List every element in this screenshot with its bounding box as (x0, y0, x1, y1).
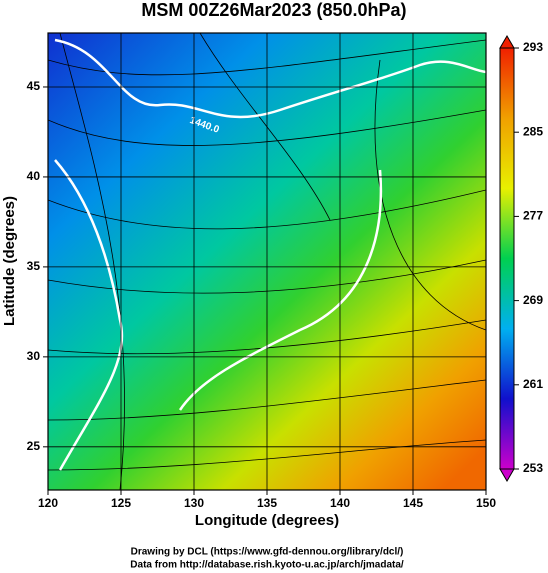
y-tick-label: 40 (27, 169, 41, 183)
streamlines (48, 33, 486, 490)
x-tick-label: 130 (184, 496, 204, 510)
x-tick-label: 125 (111, 496, 131, 510)
colorbar (499, 47, 515, 470)
x-tick-label: 145 (403, 496, 423, 510)
y-tick-label: 45 (27, 79, 41, 93)
colorbar-tick-label: 285 (523, 124, 543, 138)
y-axis-label: Latitude (degrees) (1, 196, 18, 326)
colorbar-tick-label: 261 (523, 377, 543, 391)
footer: Drawing by DCL (https://www.gfd-dennou.o… (131, 547, 404, 558)
x-axis-label: Longitude (degrees) (195, 512, 339, 529)
x-tick-label: 135 (257, 496, 277, 510)
colorbar-tick-label: 277 (523, 209, 543, 223)
colorbar-tick-label: 269 (523, 293, 543, 307)
colorbar-extend (499, 468, 515, 482)
x-tick-label: 150 (476, 496, 496, 510)
x-tick-label: 140 (330, 496, 350, 510)
y-tick-label: 30 (27, 349, 41, 363)
colorbar-tick-label: 253 (523, 461, 543, 475)
contours (54, 38, 486, 471)
chart-title: MSM 00Z26Mar2023 (850.0hPa) (141, 0, 406, 20)
y-tick-label: 25 (27, 439, 41, 453)
colorbar-extend (499, 35, 515, 49)
y-tick-label: 35 (27, 259, 41, 273)
colorbar-tick-label: 293 (523, 40, 543, 54)
x-tick-label: 120 (38, 496, 58, 510)
footer: Data from http://database.rish.kyoto-u.a… (130, 560, 404, 571)
